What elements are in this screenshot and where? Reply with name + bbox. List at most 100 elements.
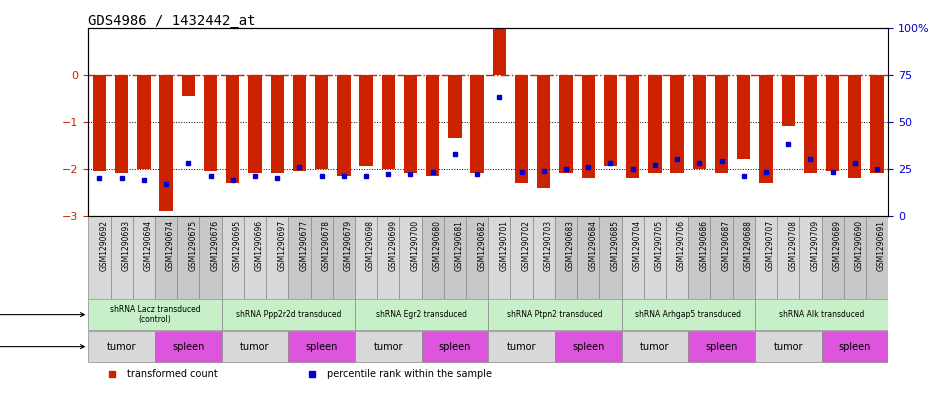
Text: tumor: tumor <box>774 342 803 352</box>
Bar <box>488 299 621 330</box>
Bar <box>621 299 755 330</box>
Bar <box>88 331 155 362</box>
Bar <box>466 216 488 299</box>
Bar <box>221 216 244 299</box>
Text: transformed count: transformed count <box>126 369 218 378</box>
Text: GSM1290696: GSM1290696 <box>255 220 264 271</box>
Text: GSM1290709: GSM1290709 <box>810 220 819 271</box>
Text: GSM1290679: GSM1290679 <box>344 220 352 271</box>
Bar <box>111 216 133 299</box>
Bar <box>578 216 599 299</box>
Bar <box>488 216 511 299</box>
Bar <box>533 216 555 299</box>
Bar <box>381 75 395 169</box>
Bar <box>271 75 284 173</box>
Text: GSM1290699: GSM1290699 <box>389 220 397 271</box>
Text: GSM1290683: GSM1290683 <box>566 220 575 271</box>
Bar <box>471 75 484 173</box>
Bar <box>737 75 751 159</box>
Bar <box>204 75 218 171</box>
Bar <box>621 216 644 299</box>
Bar <box>626 75 639 178</box>
Bar <box>333 216 355 299</box>
Text: GSM1290705: GSM1290705 <box>655 220 664 271</box>
Bar <box>688 331 755 362</box>
Bar <box>488 331 555 362</box>
Bar <box>421 216 444 299</box>
Bar <box>421 331 488 362</box>
Bar <box>755 299 888 330</box>
Bar <box>821 331 888 362</box>
Bar <box>759 75 773 183</box>
Text: tumor: tumor <box>240 342 270 352</box>
Text: GSM1290676: GSM1290676 <box>210 220 219 271</box>
Text: GSM1290701: GSM1290701 <box>499 220 509 271</box>
Text: GSM1290703: GSM1290703 <box>544 220 552 271</box>
Bar <box>755 216 777 299</box>
Text: GSM1290686: GSM1290686 <box>699 220 709 271</box>
Text: GSM1290688: GSM1290688 <box>744 220 752 271</box>
Bar <box>338 75 351 176</box>
Bar <box>293 75 306 171</box>
Text: GDS4986 / 1432442_at: GDS4986 / 1432442_at <box>88 13 256 28</box>
Bar <box>178 216 199 299</box>
Bar <box>93 75 106 171</box>
Bar <box>693 75 706 169</box>
Bar <box>493 25 506 75</box>
Bar <box>355 299 488 330</box>
Text: GSM1290692: GSM1290692 <box>100 220 109 271</box>
Text: GSM1290685: GSM1290685 <box>610 220 619 271</box>
Bar <box>777 216 799 299</box>
Text: GSM1290698: GSM1290698 <box>366 220 375 271</box>
Text: shRNA Lacz transduced
(control): shRNA Lacz transduced (control) <box>110 305 200 324</box>
Text: tumor: tumor <box>640 342 670 352</box>
Bar <box>648 75 661 173</box>
Bar <box>115 75 128 173</box>
Bar <box>288 331 355 362</box>
Bar <box>221 331 288 362</box>
Text: GSM1290706: GSM1290706 <box>677 220 686 271</box>
Text: spleen: spleen <box>172 342 205 352</box>
Text: spleen: spleen <box>705 342 737 352</box>
Bar <box>621 331 688 362</box>
Bar <box>555 331 621 362</box>
Bar <box>88 216 111 299</box>
Bar <box>511 216 533 299</box>
Text: protocol: protocol <box>0 310 85 320</box>
Bar <box>88 299 221 330</box>
Text: GSM1290675: GSM1290675 <box>188 220 197 271</box>
Text: percentile rank within the sample: percentile rank within the sample <box>326 369 492 378</box>
Bar <box>378 216 399 299</box>
Text: tissue: tissue <box>0 342 85 352</box>
Bar <box>711 216 733 299</box>
Bar <box>848 75 861 178</box>
Bar <box>559 75 573 173</box>
Text: GSM1290678: GSM1290678 <box>322 220 331 271</box>
Text: GSM1290680: GSM1290680 <box>432 220 442 271</box>
Text: GSM1290694: GSM1290694 <box>144 220 153 271</box>
Bar <box>781 75 795 127</box>
Bar <box>666 216 688 299</box>
Bar <box>755 331 821 362</box>
Text: GSM1290691: GSM1290691 <box>877 220 886 271</box>
Bar <box>555 216 578 299</box>
Bar <box>355 331 421 362</box>
Bar <box>133 216 155 299</box>
Text: GSM1290689: GSM1290689 <box>832 220 842 271</box>
Bar <box>799 216 821 299</box>
Text: GSM1290681: GSM1290681 <box>455 220 464 271</box>
Bar <box>644 216 666 299</box>
Bar <box>244 216 266 299</box>
Text: GSM1290695: GSM1290695 <box>232 220 242 271</box>
Text: spleen: spleen <box>305 342 338 352</box>
Text: tumor: tumor <box>507 342 537 352</box>
Bar <box>266 216 288 299</box>
Bar <box>288 216 311 299</box>
Bar <box>404 75 418 173</box>
Bar <box>138 75 151 169</box>
Bar <box>199 216 221 299</box>
Text: spleen: spleen <box>439 342 472 352</box>
Bar <box>804 75 817 173</box>
Bar <box>866 216 888 299</box>
Bar <box>826 75 839 171</box>
